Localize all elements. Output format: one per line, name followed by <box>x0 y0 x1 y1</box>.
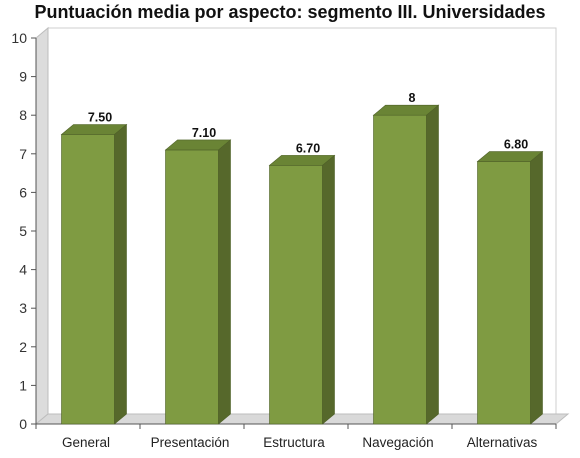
x-tick-label: Estructura <box>263 435 325 450</box>
x-tick-label: Navegación <box>362 435 433 450</box>
y-tick-label: 6 <box>19 184 27 200</box>
y-tick-label: 7 <box>19 146 27 162</box>
bar-side <box>426 104 439 425</box>
x-tick-label: Presentación <box>151 435 230 450</box>
data-label: 7.10 <box>192 126 216 140</box>
y-tick-label: 1 <box>19 377 27 393</box>
y-tick-label: 0 <box>19 416 27 432</box>
x-tick-label: Alternativas <box>467 435 538 450</box>
data-label: 8 <box>409 91 416 105</box>
bar <box>373 114 427 425</box>
data-label: 6.80 <box>504 138 528 152</box>
y-tick-label: 9 <box>19 69 27 85</box>
bar <box>165 149 219 425</box>
x-tick-label: General <box>62 435 110 450</box>
y-axis: 0 1 2 3 4 5 6 7 8 9 10 <box>11 30 36 432</box>
y-tick-label: 2 <box>19 339 27 355</box>
bar-side <box>218 139 231 425</box>
bar <box>477 161 531 425</box>
bar-side <box>322 154 335 425</box>
bar-side <box>114 123 127 425</box>
y-tick-label: 3 <box>19 300 27 316</box>
plot-side-wall <box>35 26 49 426</box>
y-tick-label: 5 <box>19 223 27 239</box>
y-tick-label: 10 <box>11 30 27 46</box>
chart-title: Puntuación media por aspecto: segmento I… <box>34 2 546 22</box>
bar-side <box>530 150 543 425</box>
data-label: 6.70 <box>296 141 320 155</box>
bar <box>61 134 115 425</box>
y-tick-label: 8 <box>19 107 27 123</box>
data-label: 7.50 <box>88 111 112 125</box>
x-axis: General Presentación Estructura Navegación A… <box>35 424 557 450</box>
bars: 7.50 7.10 6.70 8 6.80 <box>60 91 544 425</box>
bar <box>269 165 323 425</box>
y-tick-label: 4 <box>19 262 27 278</box>
